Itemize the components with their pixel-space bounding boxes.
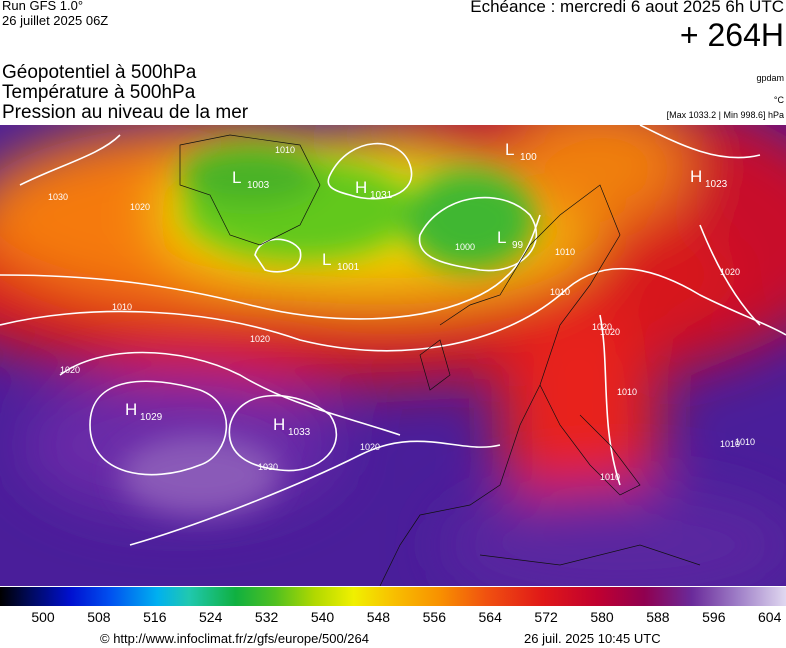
isobar-label: 1020 [592,322,612,332]
unit-pressure: [Max 1033.2 | Min 998.6] hPa [666,110,784,120]
echeance: Echéance : mercredi 6 aout 2025 6h UTC [470,0,784,16]
isobar-label: 1010 [617,387,637,397]
title-3: Pression au niveau de la mer [2,102,249,123]
run: Run GFS 1.0° [2,0,84,13]
center-value: 99 [512,240,524,251]
colorbar [0,587,786,606]
colorbar-tick: 524 [199,609,223,625]
isobar-label: 1020 [130,202,150,212]
center-value: 1023 [705,179,728,190]
center-value: 100 [520,152,537,163]
colorbar-tick: 596 [702,609,726,625]
colorbar-tick: 588 [646,609,670,625]
isobar-label: 1010 [600,472,620,482]
center-value: 1033 [288,427,311,438]
isobar-label: 1000 [455,242,475,252]
isobar-label: 1020 [600,327,620,337]
isobar-label: 1030 [48,192,68,202]
unit-temp: °C [773,95,784,105]
center-letter: H [273,415,285,434]
colorbar-tick: 604 [758,609,782,625]
center-letter: L [505,140,514,159]
colorbar-tick: 572 [534,609,558,625]
center-value: 1001 [337,262,360,273]
unit-gpdam: gpdam [756,73,784,83]
colorbar-tick: 540 [310,609,335,625]
center-letter: H [355,178,367,197]
isobar-label: 1010 [555,247,575,257]
center-value: 1003 [247,180,270,191]
isobar-label: 1030 [258,462,278,472]
isobar-label: 1010 [550,287,570,297]
center-letter: H [125,400,137,419]
isobar-label: 1010 [275,145,295,155]
title-1: Géopotentiel à 500hPa [2,62,197,83]
center-letter: L [497,228,506,247]
run-date: 26 juillet 2025 06Z [2,13,109,28]
title-2: Température à 500hPa [2,82,196,103]
colorbar-tick: 564 [478,609,502,625]
center-letter: H [690,167,702,186]
colorbar-tick: 580 [590,609,614,625]
colorbar-tick: 500 [31,609,55,625]
isobar-label: 1020 [720,267,740,277]
lead-time: + 264H [679,17,784,53]
source: © http://www.infoclimat.fr/z/gfs/europe/… [100,631,369,646]
isobars [0,125,786,546]
center-letter: L [322,250,331,269]
field-green [120,145,535,515]
colorbar-tick: 548 [366,609,391,625]
coastlines [179,134,701,586]
colorbar-tick: 516 [143,609,167,625]
isobar-label: 1020 [60,365,80,375]
colorbar-tick: 508 [87,609,111,625]
colorbar-tick: 556 [422,609,446,625]
isobar-label: 1010 [112,302,132,312]
center-letter: L [232,168,241,187]
center-value: 1031 [370,190,393,201]
isobar-label: 1010 [735,437,755,447]
center-value: 1029 [140,412,163,423]
issued: 26 juil. 2025 10:45 UTC [524,631,661,646]
isobar-label: 1020 [360,442,380,452]
isobar-label: 1020 [250,334,270,344]
isobar-label: 1010 [720,439,740,449]
colorbar-tick: 532 [254,609,279,625]
